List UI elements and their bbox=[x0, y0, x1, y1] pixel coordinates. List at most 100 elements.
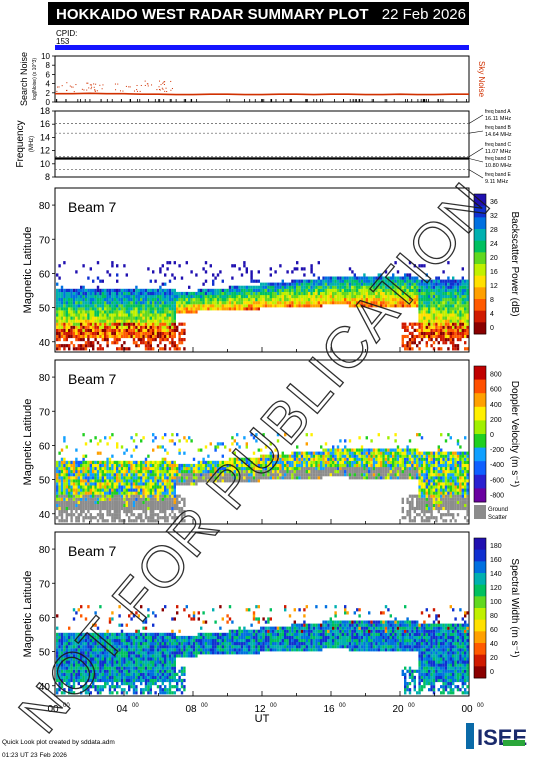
echo-cell bbox=[92, 479, 95, 483]
echo-cell bbox=[406, 288, 409, 292]
echo-cell bbox=[173, 304, 176, 308]
echo-cell bbox=[303, 473, 306, 477]
echo-cell bbox=[116, 482, 119, 486]
echo-cell bbox=[348, 301, 352, 305]
echo-cell bbox=[94, 304, 97, 308]
echo-cell bbox=[209, 473, 212, 477]
echo-cell bbox=[154, 485, 157, 489]
echo-cell bbox=[125, 513, 128, 517]
echo-cell bbox=[154, 319, 157, 323]
echo-cell bbox=[183, 466, 186, 471]
echo-cell bbox=[356, 460, 359, 464]
echo-cell bbox=[96, 334, 100, 339]
echo-cell bbox=[142, 298, 145, 302]
echo-cell bbox=[120, 344, 124, 348]
echo-cell bbox=[178, 264, 181, 268]
echo-cell bbox=[334, 294, 337, 299]
echo-cell bbox=[200, 466, 203, 471]
echo-cell bbox=[118, 491, 121, 495]
echo-cell bbox=[262, 466, 265, 471]
echo-cell bbox=[140, 301, 143, 305]
echo-cell bbox=[272, 291, 275, 296]
echo-cell bbox=[440, 482, 443, 486]
echo-cell bbox=[461, 319, 464, 323]
echo-cell bbox=[236, 473, 239, 477]
echo-cell bbox=[96, 451, 100, 455]
echo-cell bbox=[449, 291, 452, 296]
echo-cell bbox=[348, 291, 352, 296]
echo-cell bbox=[274, 457, 277, 461]
echo-cell bbox=[250, 433, 253, 437]
echo-cell bbox=[360, 454, 364, 458]
echo-cell bbox=[269, 267, 272, 271]
echo-cell bbox=[65, 519, 68, 523]
echo-cell bbox=[406, 276, 409, 280]
echo-cell bbox=[233, 470, 236, 474]
echo-cell bbox=[125, 331, 128, 335]
echo-cell bbox=[413, 279, 416, 283]
echo-cell bbox=[358, 276, 361, 280]
echo-cell bbox=[68, 494, 71, 498]
echo-cell bbox=[72, 344, 76, 348]
echo-cell bbox=[204, 291, 208, 296]
echo-cell bbox=[120, 347, 124, 351]
echo-cell bbox=[200, 460, 203, 464]
echo-cell bbox=[339, 276, 342, 280]
echo-cell bbox=[267, 288, 270, 292]
echo-cell bbox=[437, 460, 440, 464]
noise-point bbox=[75, 84, 77, 86]
echo-cell bbox=[147, 267, 150, 271]
echo-cell bbox=[192, 476, 196, 480]
echo-cell bbox=[449, 485, 452, 489]
echo-cell bbox=[303, 298, 306, 302]
echo-cell bbox=[87, 288, 90, 292]
echo-cell bbox=[56, 313, 59, 317]
echo-cell bbox=[118, 316, 121, 320]
echo-cell bbox=[60, 491, 64, 495]
echo-cell bbox=[310, 288, 313, 292]
echo-cell bbox=[300, 473, 304, 477]
echo-cell bbox=[430, 482, 433, 486]
echo-cell bbox=[87, 304, 90, 308]
echo-cell bbox=[106, 294, 109, 299]
echo-cell bbox=[56, 473, 59, 477]
echo-cell bbox=[188, 482, 191, 486]
echo-cell bbox=[89, 439, 92, 443]
echo-cell bbox=[442, 285, 445, 289]
echo-cell bbox=[171, 466, 174, 471]
echo-cell bbox=[154, 334, 157, 339]
echo-cell bbox=[365, 466, 368, 471]
echo-cell bbox=[298, 451, 301, 455]
echo-cell bbox=[375, 473, 378, 477]
echo-cell bbox=[89, 325, 92, 329]
echo-cell bbox=[87, 488, 90, 492]
echo-cell bbox=[231, 470, 234, 474]
echo-cell bbox=[168, 298, 172, 302]
echo-cell bbox=[164, 313, 167, 317]
echo-cell bbox=[152, 439, 155, 443]
echo-cell bbox=[351, 270, 354, 274]
echo-cell bbox=[130, 500, 133, 504]
echo-cell bbox=[75, 506, 78, 511]
echo-cell bbox=[89, 307, 92, 311]
echo-cell bbox=[276, 454, 280, 458]
echo-cell bbox=[384, 270, 388, 274]
echo-cell bbox=[264, 457, 268, 461]
echo-cell bbox=[226, 288, 229, 292]
echo-cell bbox=[248, 307, 251, 311]
echo-cell bbox=[423, 463, 426, 468]
echo-cell bbox=[389, 294, 392, 299]
echo-cell bbox=[466, 307, 469, 311]
echo-cell bbox=[65, 313, 68, 317]
echo-cell bbox=[99, 516, 102, 520]
echo-cell bbox=[300, 298, 304, 302]
echo-cell bbox=[248, 473, 251, 477]
echo-cell bbox=[164, 460, 167, 464]
echo-cell bbox=[382, 460, 385, 464]
echo-cell bbox=[96, 304, 100, 308]
echo-cell bbox=[324, 298, 328, 302]
echo-cell bbox=[389, 276, 392, 280]
echo-cell bbox=[370, 476, 373, 480]
echo-cell bbox=[140, 334, 143, 339]
